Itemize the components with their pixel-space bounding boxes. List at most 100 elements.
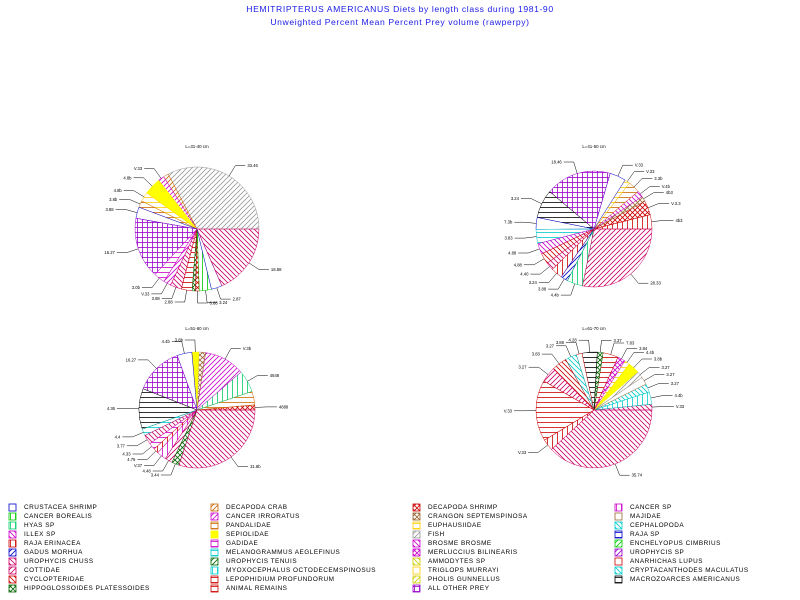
slice-value-label: 3.83 [532, 352, 541, 357]
legend-label: GADIDAE [226, 540, 259, 547]
legend-swatch [412, 521, 421, 530]
legend-swatch [210, 512, 219, 521]
leader-line [630, 273, 649, 284]
leader-line [556, 345, 572, 357]
legend-label: DECAPODA CRAB [226, 504, 288, 511]
legend-label: CANCER BOREALIS [24, 513, 93, 520]
leader-line [650, 395, 673, 399]
leader-line [560, 283, 576, 296]
slice-value-label: 18.88 [271, 267, 282, 272]
slice-value-label: 4.76 [127, 457, 136, 462]
legend-label: UROPHYCIS CHUSS [24, 558, 94, 565]
slice-value-label: 4848 [270, 373, 280, 378]
slice-value-label: 3.44 [151, 472, 160, 477]
legend-label: CRUSTACEA SHRIMP [24, 504, 98, 511]
leader-line [197, 290, 208, 304]
slice-value-label: V.3b [243, 346, 252, 351]
legend-swatch [8, 548, 17, 557]
figure-title: HEMITRIPTERUS AMERICANUS Diets by length… [246, 4, 554, 14]
legend-swatch [412, 566, 421, 575]
leader-line [141, 278, 160, 288]
slice-value-label: 3.88 [556, 340, 565, 345]
leader-line [541, 353, 560, 364]
slice-value-label: V.4b [662, 184, 671, 189]
legend-swatch [412, 530, 421, 539]
legend-swatch [614, 512, 623, 521]
slice-value-label: 31.8b [250, 464, 261, 469]
slice-value-label: 3.24 [219, 300, 228, 305]
pie-chart-title: L=61-70 cm [582, 326, 606, 331]
leader-line [640, 186, 660, 195]
slice-value-label: 28.33 [650, 281, 661, 286]
leader-line [161, 287, 177, 299]
leader-line [144, 455, 162, 466]
leader-line [599, 340, 612, 353]
legend-swatch [412, 584, 421, 593]
leader-line [174, 290, 187, 303]
leader-line [633, 178, 653, 188]
pie-chart-1: L=31-40 cm33.46V.334.8b4.8b3.8b3.8816.27… [104, 144, 282, 305]
legend-label: GADUS MORHUA [24, 549, 83, 556]
leader-line [216, 287, 231, 300]
leader-line [647, 203, 670, 209]
pie-slice-cottidae [582, 228, 653, 288]
legend-label: UROPHYCIS SP [630, 549, 685, 556]
leader-line [643, 374, 665, 381]
leader-line [528, 444, 548, 453]
leader-line [621, 348, 638, 360]
legend-label: RAJA SP [630, 531, 660, 538]
pie-chart-2: L=41-50 cm4b3V.3.34b3V.4b3.3bV.33V.3318.… [504, 144, 683, 298]
legend-label: ANIMAL REMAINS [226, 585, 288, 592]
leader-line [610, 342, 625, 355]
slice-value-label: 4b3 [675, 218, 683, 223]
leader-line [563, 161, 578, 174]
slice-value-label: 3.8b [109, 197, 118, 202]
legend-label: MYOXOCEPHALUS OCTODECEMSPINOSUS [226, 567, 376, 574]
legend-swatch [210, 566, 219, 575]
leader-line [617, 164, 633, 177]
slice-value-label: V.33 [646, 169, 655, 174]
leader-line [639, 367, 660, 375]
slice-value-label: 4b3 [666, 190, 674, 195]
pie-chart-title: L=41-50 cm [582, 144, 606, 149]
leader-line [132, 446, 153, 455]
pie-chart-title: L=31-40 cm [185, 144, 209, 149]
legend-label: DECAPODA SHRIMP [428, 504, 498, 511]
leader-line [651, 220, 674, 223]
legend-swatch [412, 539, 421, 548]
slice-value-label: V.3.3 [671, 201, 681, 206]
figure-subtitle: Unweighted Percent Mean Percent Prey vol… [270, 17, 530, 27]
pie-slice-animal-remains [535, 380, 595, 441]
legend-swatch [614, 521, 623, 530]
leader-line [521, 198, 542, 205]
legend-swatch [210, 557, 219, 566]
legend-swatch [614, 548, 623, 557]
legend-label: PHOLIS GUNNELLUS [428, 576, 501, 583]
slice-value-label: 4.48 [143, 469, 152, 474]
legend-label: LEPOPHIDIUM PROFUNDORUM [226, 576, 335, 583]
leader-line [247, 375, 268, 382]
pie-slice-urophycis-chuss [178, 409, 256, 469]
legend-label: CRANGON SEPTEMSPINOSA [428, 513, 528, 520]
legend-swatch [8, 521, 17, 530]
slice-value-label: 4.36 [107, 406, 116, 411]
slice-value-label: 4.4 [115, 434, 121, 439]
legend-swatch [8, 512, 17, 521]
legend-swatch [8, 575, 17, 584]
slice-value-label: 33.46 [247, 163, 258, 168]
legend-swatch [8, 584, 17, 593]
leader-line [184, 339, 196, 353]
leader-line [228, 165, 246, 177]
legend-label: CANCER SP [630, 504, 672, 511]
legend-label: AMMODYTES SP [428, 558, 486, 565]
leader-line [116, 248, 139, 253]
slice-value-label: 3.84 [639, 346, 648, 351]
slice-value-label: 3.3b [654, 176, 663, 181]
leader-line [633, 358, 652, 368]
slice-value-label: 4888 [279, 404, 289, 409]
slice-value-label: 4.8b [114, 188, 123, 193]
legend-label: MAJIDAE [630, 513, 662, 520]
leader-line [643, 192, 664, 200]
slice-value-label: 4.40 [520, 272, 529, 277]
